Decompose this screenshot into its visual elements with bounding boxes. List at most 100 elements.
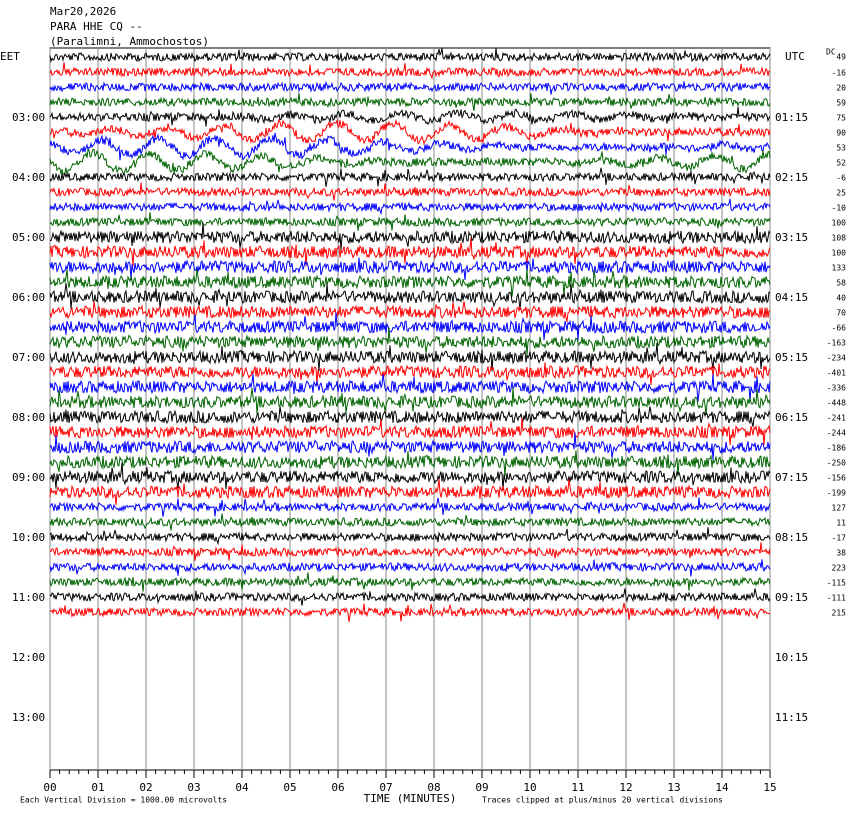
seismic-trace bbox=[49, 282, 771, 310]
dc-offset: -111 bbox=[827, 594, 846, 603]
x-tick-label: 12 bbox=[619, 781, 632, 794]
dc-offset: 90 bbox=[836, 129, 846, 138]
dc-offset: 59 bbox=[836, 99, 846, 108]
dc-offset: 215 bbox=[832, 609, 847, 618]
seismic-trace bbox=[49, 588, 771, 606]
dc-offset: -241 bbox=[827, 414, 846, 423]
seismic-trace bbox=[49, 312, 771, 341]
dc-offset: 52 bbox=[836, 159, 846, 168]
left-time: 12:00 bbox=[12, 651, 45, 664]
dc-offset: -16 bbox=[832, 69, 847, 78]
right-time: 10:15 bbox=[775, 651, 808, 664]
right-time: 11:15 bbox=[775, 711, 808, 724]
x-tick-label: 05 bbox=[283, 781, 296, 794]
x-tick-label: 10 bbox=[523, 781, 536, 794]
dc-offset: 100 bbox=[832, 219, 847, 228]
header-location: (Paralimni, Ammochostos) bbox=[50, 35, 209, 48]
seismic-trace bbox=[49, 513, 771, 531]
seismic-trace bbox=[49, 182, 771, 201]
scale-note: Each Vertical Division = 1000.00 microvo… bbox=[20, 796, 227, 805]
seismic-trace bbox=[49, 542, 771, 561]
x-tick-label: 15 bbox=[763, 781, 776, 794]
dc-offset: 38 bbox=[836, 549, 846, 558]
seismic-trace bbox=[49, 132, 771, 161]
seismic-trace bbox=[49, 327, 771, 356]
dc-offset: 49 bbox=[836, 53, 846, 62]
right-time: 06:15 bbox=[775, 411, 808, 424]
dc-offset: 11 bbox=[836, 519, 846, 528]
left-time: 03:00 bbox=[12, 111, 45, 124]
dc-offset: -66 bbox=[832, 324, 847, 333]
seismic-trace bbox=[49, 167, 771, 187]
dc-offset: -17 bbox=[832, 534, 847, 543]
seismic-trace bbox=[49, 527, 771, 546]
dc-offset: -115 bbox=[827, 579, 846, 588]
left-time: 04:00 bbox=[12, 171, 45, 184]
x-tick-label: 07 bbox=[379, 781, 392, 794]
right-time: 01:15 bbox=[775, 111, 808, 124]
right-time: 07:15 bbox=[775, 471, 808, 484]
left-time: 11:00 bbox=[12, 591, 45, 604]
right-time: 03:15 bbox=[775, 231, 808, 244]
seismic-trace bbox=[49, 80, 771, 95]
seismic-trace bbox=[49, 269, 771, 297]
dc-offset: -250 bbox=[827, 459, 846, 468]
seismic-trace bbox=[49, 106, 771, 127]
seismic-trace bbox=[49, 62, 771, 80]
seismic-trace bbox=[49, 92, 771, 111]
header-date: Mar20,2026 bbox=[50, 5, 116, 18]
seismic-trace bbox=[49, 479, 771, 506]
dc-offset: 53 bbox=[836, 144, 846, 153]
seismic-trace bbox=[49, 374, 771, 402]
x-tick-label: 00 bbox=[43, 781, 56, 794]
dc-offset: -401 bbox=[827, 369, 846, 378]
right-zone: UTC bbox=[785, 50, 805, 63]
x-tick-label: 04 bbox=[235, 781, 249, 794]
seismic-trace bbox=[49, 450, 771, 477]
x-tick-label: 13 bbox=[667, 781, 680, 794]
dc-label: DC bbox=[826, 48, 836, 57]
x-tick-label: 08 bbox=[427, 781, 440, 794]
left-time: 10:00 bbox=[12, 531, 45, 544]
dc-offset: 127 bbox=[832, 504, 847, 513]
dc-offset: 25 bbox=[836, 189, 846, 198]
seismic-trace bbox=[49, 212, 771, 231]
dc-offset: 58 bbox=[836, 279, 846, 288]
right-time: 08:15 bbox=[775, 531, 808, 544]
left-time: 13:00 bbox=[12, 711, 45, 724]
left-zone: EET bbox=[0, 50, 20, 63]
dc-offset: -336 bbox=[827, 384, 846, 393]
dc-offset: -448 bbox=[827, 399, 846, 408]
x-axis-title: TIME (MINUTES) bbox=[364, 792, 457, 805]
seismic-trace bbox=[49, 47, 771, 63]
dc-offset: -10 bbox=[832, 204, 847, 213]
dc-offset: 20 bbox=[836, 84, 846, 93]
seismic-trace bbox=[49, 432, 771, 461]
header-station: PARA HHE CQ -- bbox=[50, 20, 143, 33]
seismic-trace bbox=[49, 237, 771, 267]
x-tick-label: 14 bbox=[715, 781, 729, 794]
left-time: 05:00 bbox=[12, 231, 45, 244]
seismic-trace bbox=[49, 118, 771, 146]
dc-offset: 100 bbox=[832, 249, 847, 258]
seismic-trace bbox=[49, 497, 771, 517]
dc-offset: -199 bbox=[827, 489, 846, 498]
dc-offset: -163 bbox=[827, 339, 846, 348]
x-tick-label: 02 bbox=[139, 781, 152, 794]
seismic-trace bbox=[49, 387, 771, 415]
seismic-trace bbox=[49, 342, 771, 372]
right-time: 05:15 bbox=[775, 351, 808, 364]
seismic-trace bbox=[49, 602, 771, 622]
seismic-trace bbox=[49, 148, 771, 176]
x-tick-label: 01 bbox=[91, 781, 104, 794]
seismic-trace bbox=[49, 462, 771, 491]
dc-offset: -6 bbox=[836, 174, 846, 183]
right-time: 04:15 bbox=[775, 291, 808, 304]
dc-offset: -156 bbox=[827, 474, 846, 483]
dc-offset: 40 bbox=[836, 294, 846, 303]
dc-offset: -186 bbox=[827, 444, 846, 453]
right-time: 02:15 bbox=[775, 171, 808, 184]
left-time: 06:00 bbox=[12, 291, 45, 304]
left-time: 09:00 bbox=[12, 471, 45, 484]
